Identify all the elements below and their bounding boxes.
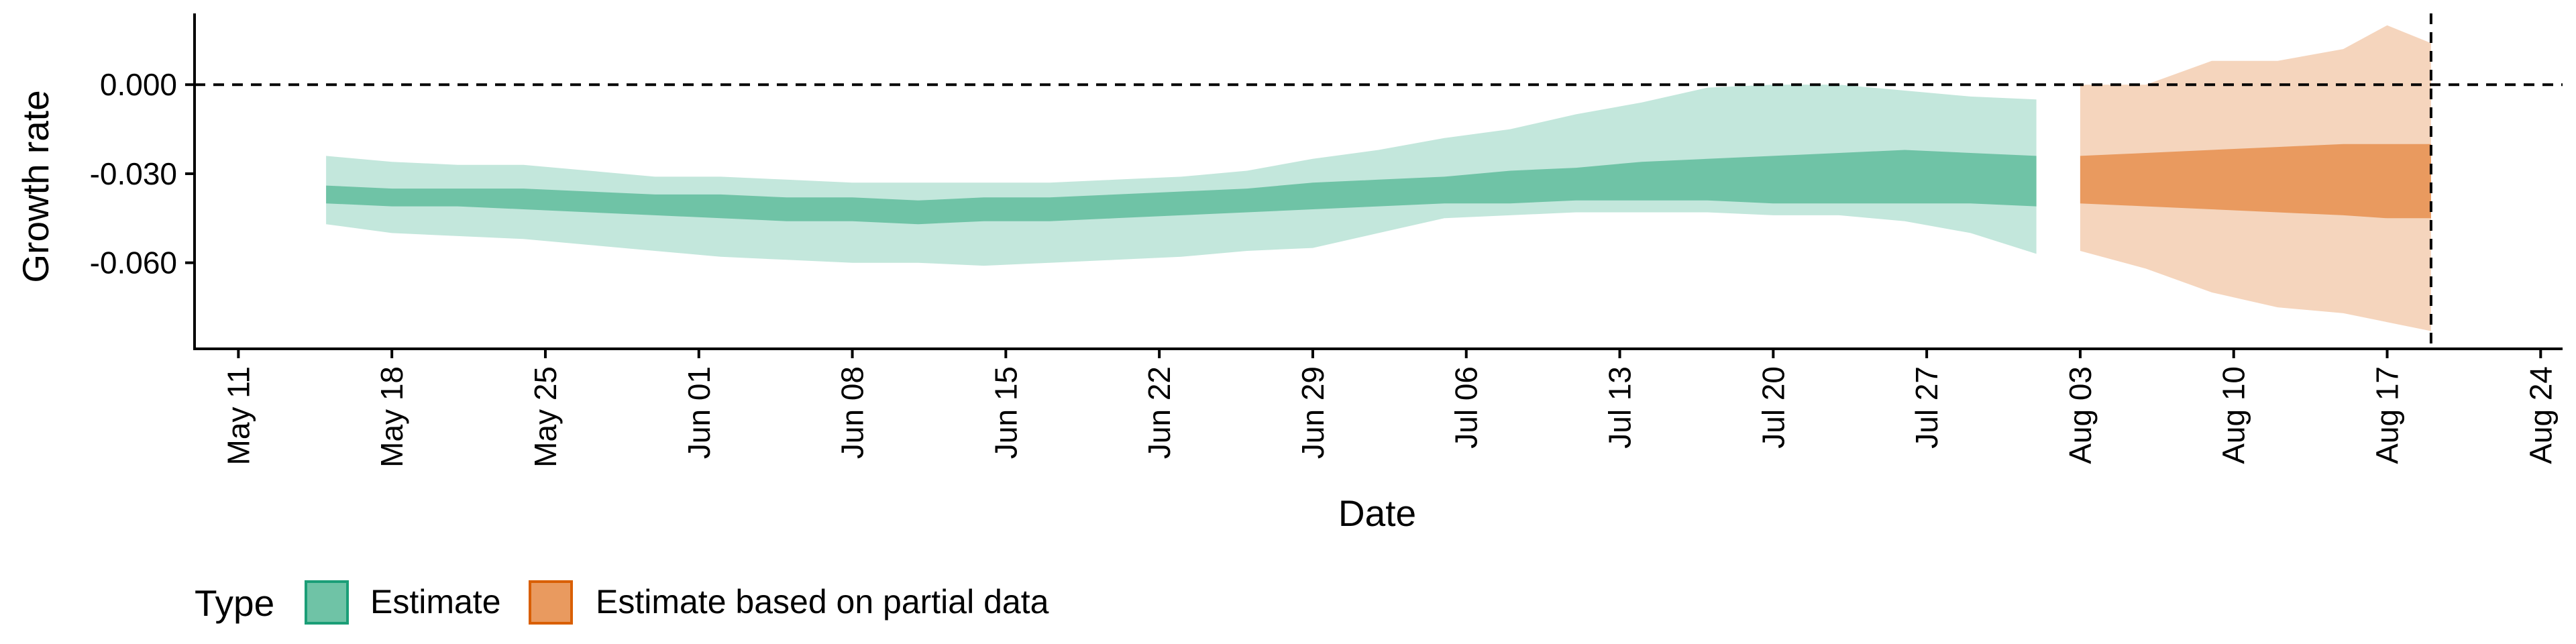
x-tick-label: Jun 01 — [682, 366, 716, 459]
x-tick-label: Aug 10 — [2216, 366, 2251, 464]
y-tick-label: -0.030 — [90, 156, 177, 191]
x-tick-label: Jun 15 — [988, 366, 1023, 459]
band-outer-estimate — [326, 85, 2037, 266]
x-tick-label: Jul 27 — [1909, 366, 1944, 449]
x-tick-label: May 18 — [374, 366, 409, 468]
x-tick-label: Aug 17 — [2370, 366, 2405, 464]
x-axis-title: Date — [1338, 492, 1416, 534]
x-tick-label: Jun 22 — [1142, 366, 1177, 459]
legend-label-partial-data: Estimate based on partial data — [596, 583, 1049, 621]
x-tick-label: Jul 20 — [1756, 366, 1790, 449]
x-tick-label: Aug 24 — [2523, 366, 2558, 464]
plot-panel: 0.000 -0.030 -0.060 May 11 May 18 May 25 Jun … — [90, 13, 2563, 468]
legend-swatch-partial-data — [529, 580, 573, 625]
band-inner-estimate — [326, 150, 2037, 225]
legend: Type Estimate Estimate based on partial … — [195, 580, 1049, 625]
legend-swatch-estimate — [305, 580, 349, 625]
legend-title: Type — [195, 582, 274, 624]
band-inner-partial-data — [2080, 144, 2431, 219]
y-axis-ticks: 0.000 -0.030 -0.060 — [90, 67, 195, 280]
x-tick-label: Aug 03 — [2063, 366, 2098, 464]
x-tick-label: Jul 06 — [1449, 366, 1484, 449]
x-tick-label: Jun 08 — [835, 366, 870, 459]
x-tick-label: Jul 13 — [1603, 366, 1638, 449]
y-tick-label: 0.000 — [100, 67, 177, 102]
x-axis-ticks: May 11 May 18 May 25 Jun 01 Jun 08 Jun 15 Jun … — [221, 349, 2558, 468]
x-tick-label: Jun 29 — [1295, 366, 1330, 459]
y-axis-title: Growth rate — [15, 90, 56, 282]
legend-label-estimate: Estimate — [370, 583, 501, 621]
x-tick-label: May 25 — [528, 366, 563, 468]
uncertainty-bands — [326, 25, 2431, 331]
y-tick-label: -0.060 — [90, 246, 177, 280]
x-tick-label: May 11 — [221, 366, 256, 465]
